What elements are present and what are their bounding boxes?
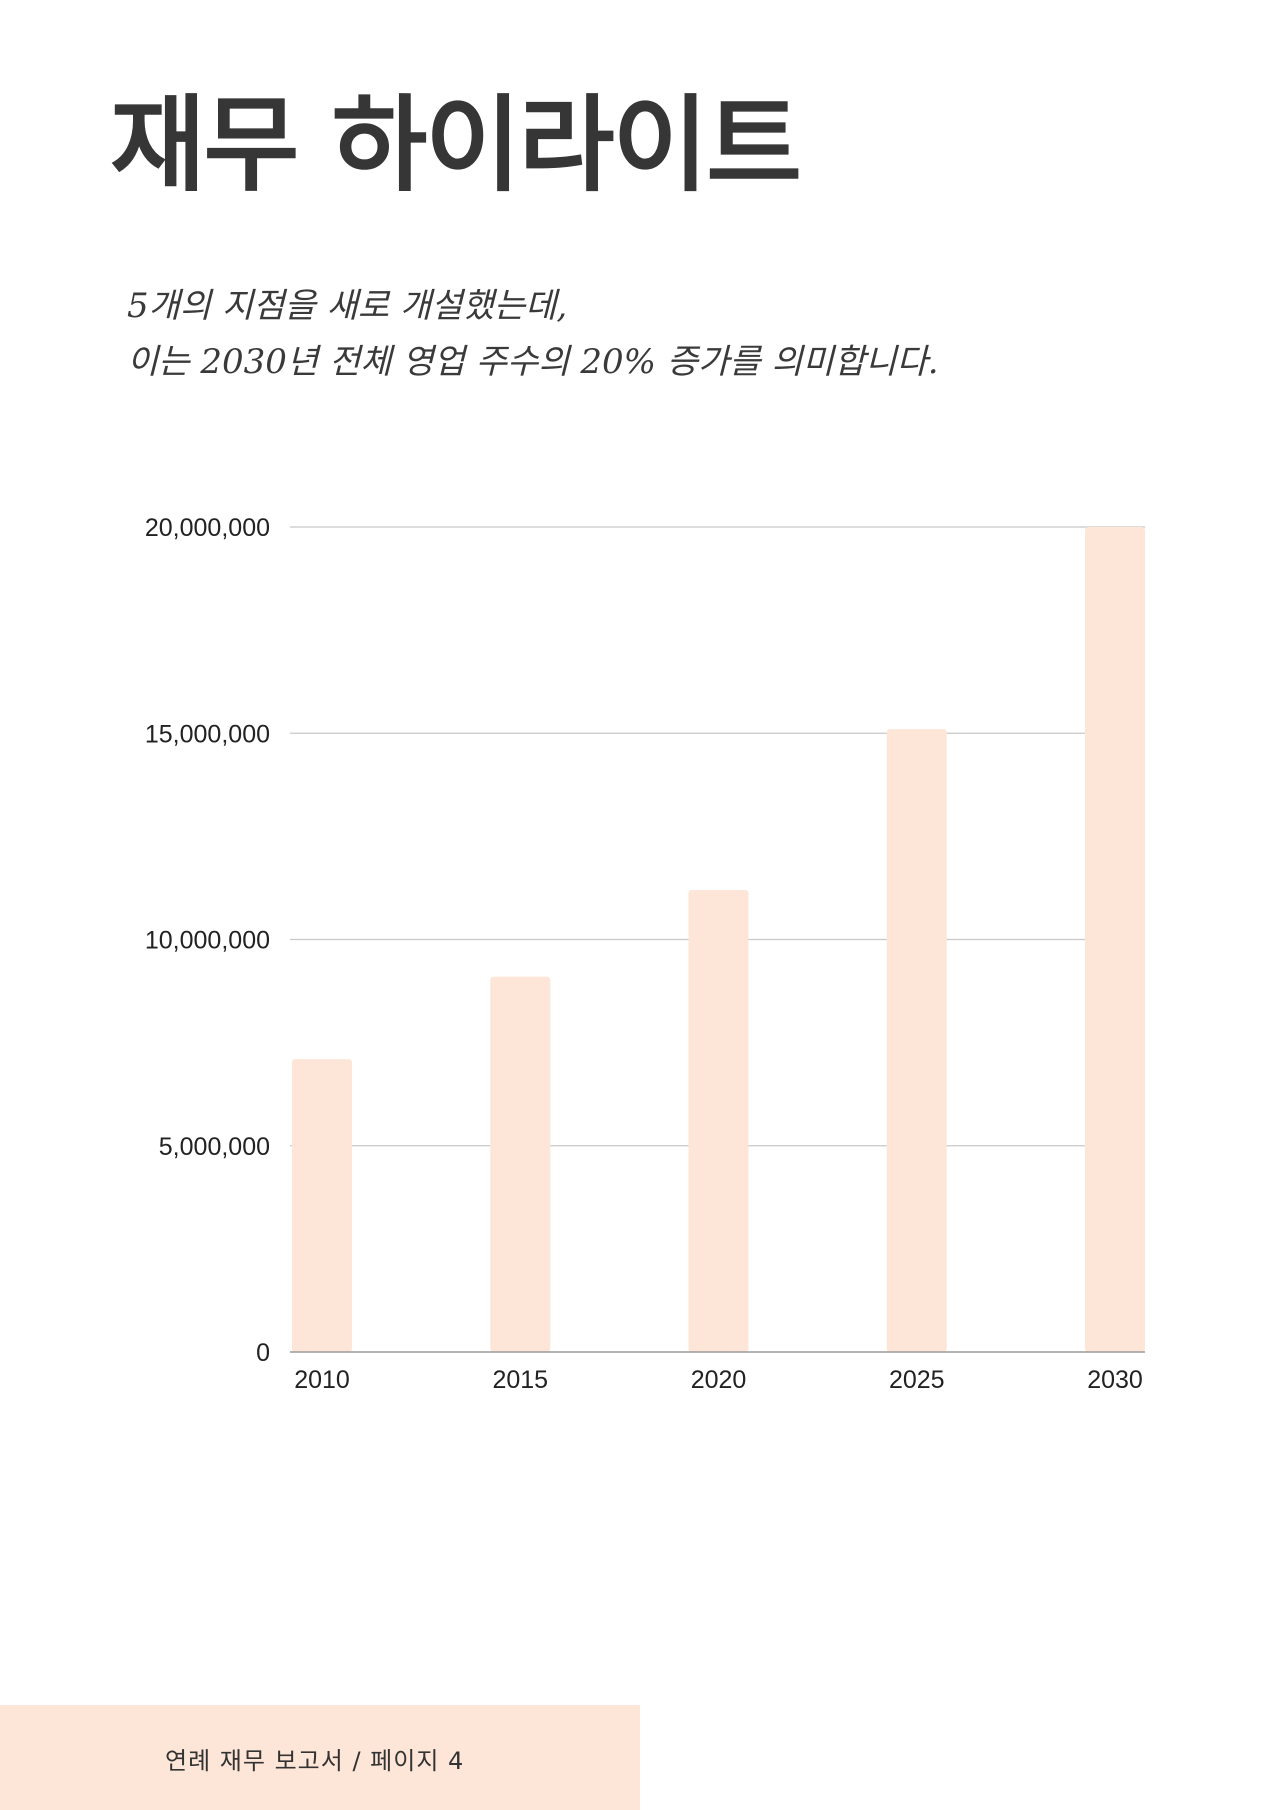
y-tick-label: 0 [256,1339,270,1367]
x-tick-label: 2025 [889,1366,945,1394]
subtitle-line-1: 5개의 지점을 새로 개설했는데, [127,286,568,326]
y-tick-label: 15,000,000 [145,720,270,748]
bar-2020 [688,890,749,1352]
bar-2010 [292,1059,352,1352]
bar-2025 [886,729,947,1352]
y-tick-label: 20,000,000 [145,514,270,542]
bar-2030 [1085,527,1145,1352]
page-subtitle: 5개의 지점을 새로 개설했는데, 이는 2030년 전체 영업 주수의 20%… [127,278,939,390]
x-tick-label: 2010 [294,1366,350,1394]
footer-text: 연례 재무 보고서 / 페이지 4 [165,1747,465,1775]
bar-2015 [490,976,551,1352]
bar-chart: 0 5,000,000 10,000,000 15,000,000 20,000,000… [145,514,1145,1394]
x-tick-label: 2020 [691,1366,747,1394]
x-tick-label: 2030 [1087,1366,1143,1394]
subtitle-line-2: 이는 2030년 전체 영업 주수의 20% 증가를 의미합니다. [127,342,939,382]
y-tick-label: 5,000,000 [159,1133,270,1161]
x-tick-label: 2015 [492,1366,548,1394]
y-tick-label: 10,000,000 [145,927,270,955]
footer-band: 연례 재무 보고서 / 페이지 4 [0,1705,640,1810]
page-title: 재무 하이라이트 [110,84,802,206]
